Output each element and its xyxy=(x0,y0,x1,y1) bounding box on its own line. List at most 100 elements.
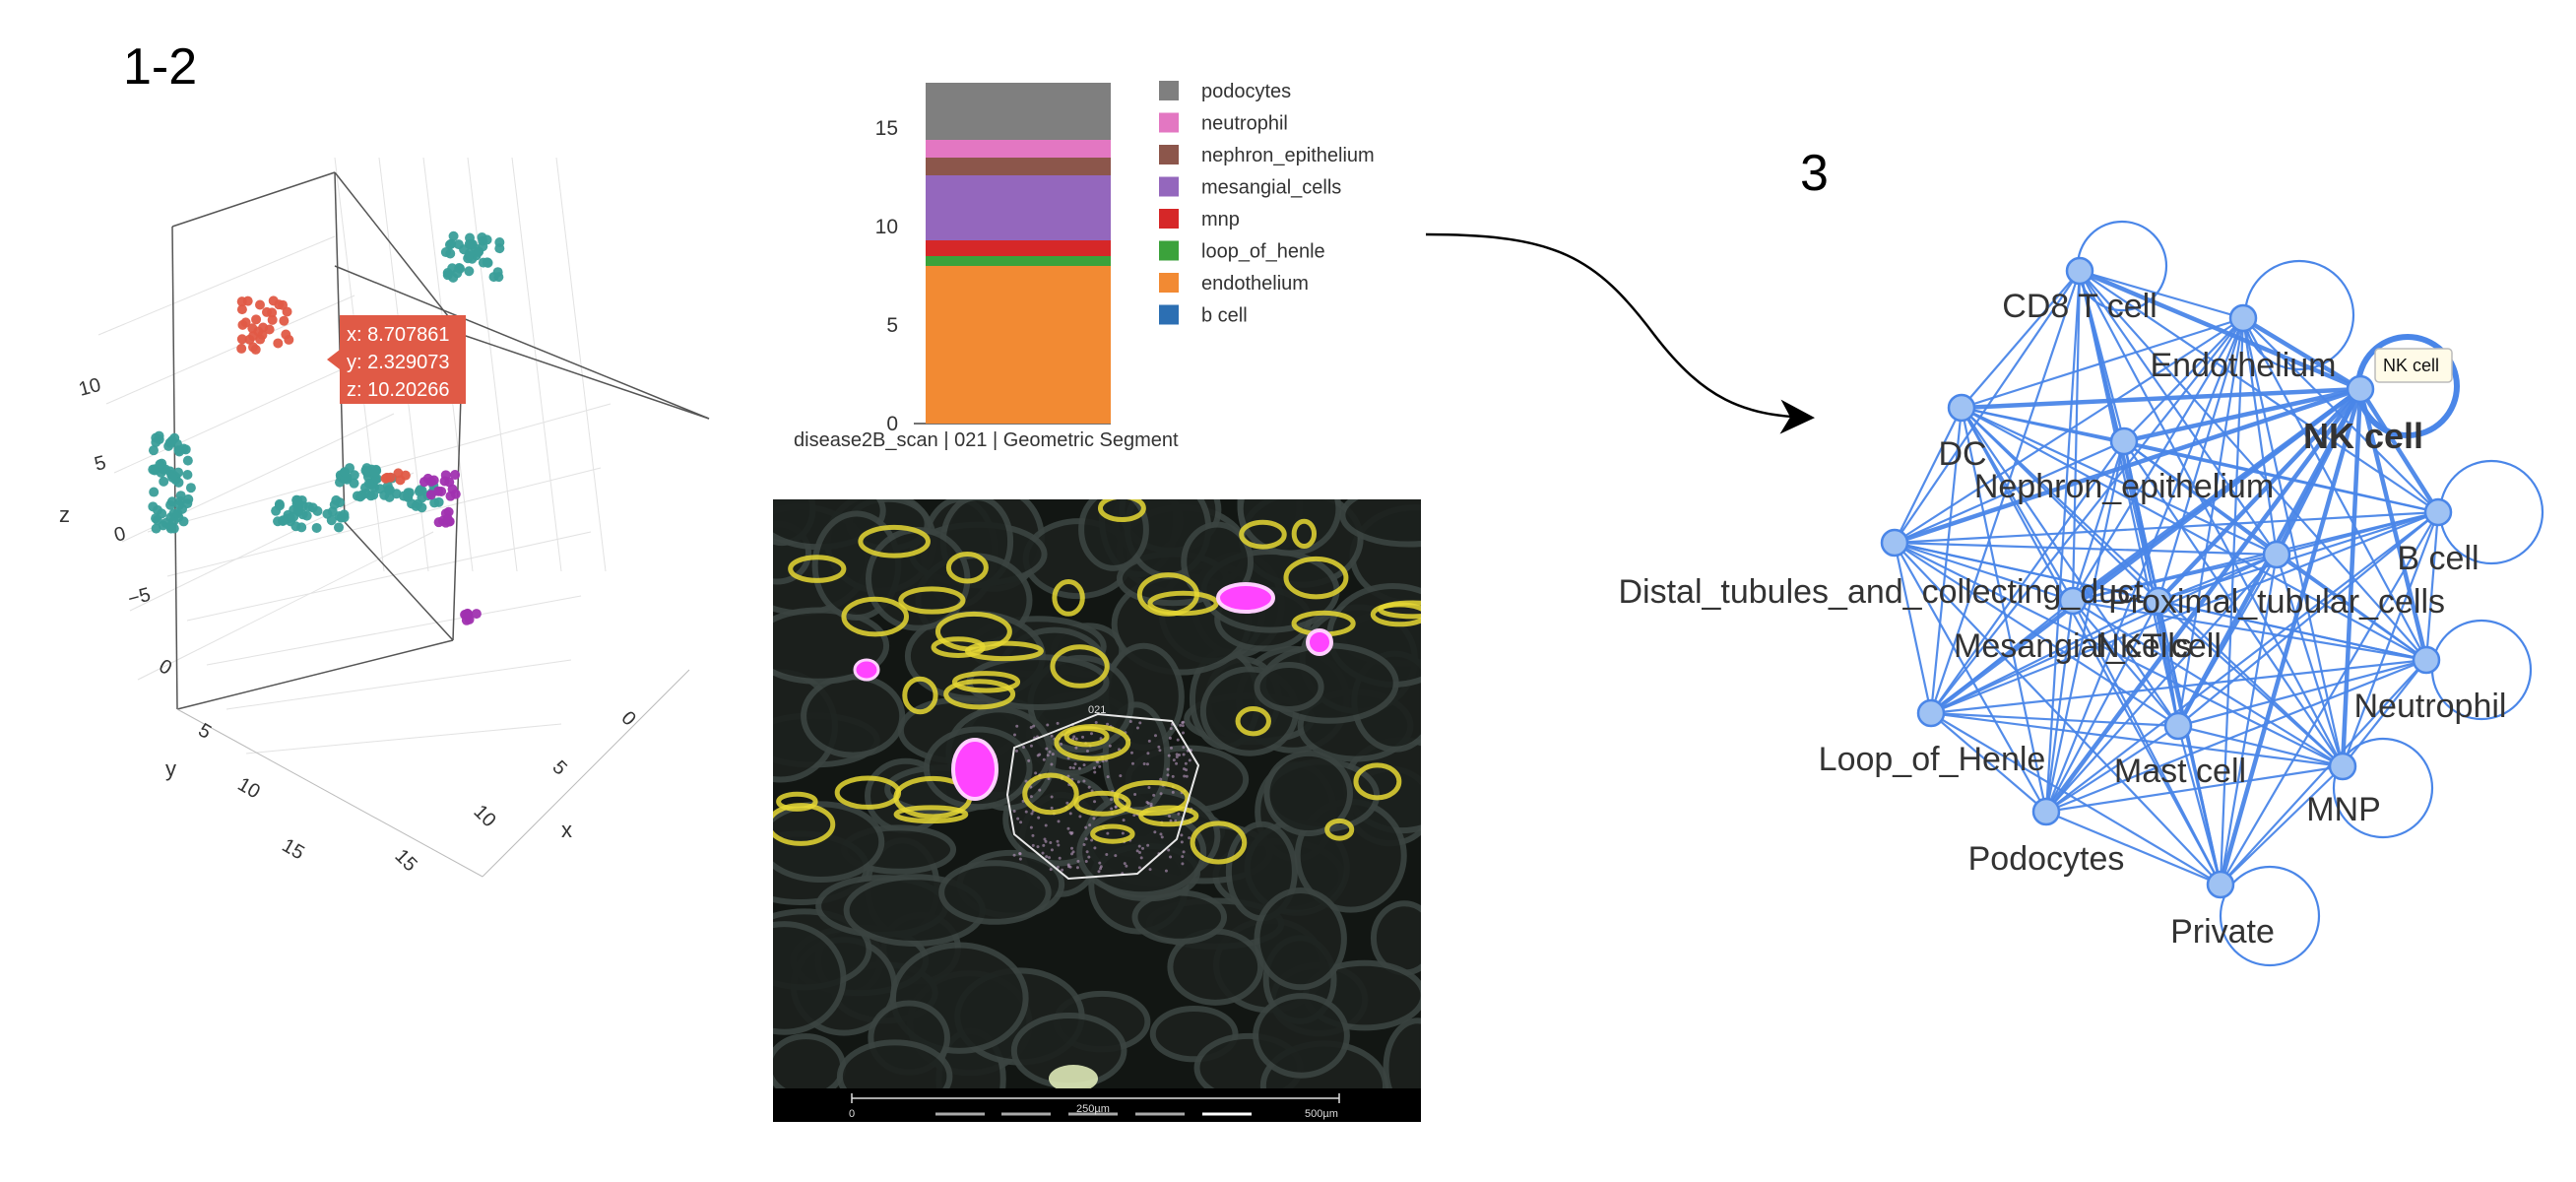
network-edge xyxy=(1930,712,2047,813)
bar-segment-podocytes[interactable] xyxy=(926,83,1111,140)
bar-segment-loop-of-henle[interactable] xyxy=(926,256,1111,266)
legend-label: mesangial_cells xyxy=(1201,177,1341,199)
node-nk[interactable] xyxy=(2346,374,2375,404)
x-axis-name: x xyxy=(561,818,572,842)
y-tick-5: 5 xyxy=(195,719,216,744)
network-edge xyxy=(2123,386,2361,444)
scatter-3d-points xyxy=(148,230,505,625)
network-edge xyxy=(2275,554,2345,767)
network-edge xyxy=(1961,407,2427,661)
bar-segment-mesangial-cells[interactable] xyxy=(926,175,1111,240)
node-label-private: Private xyxy=(2170,913,2275,951)
network-edge xyxy=(1930,712,2222,886)
network-labels: CD8 T cell Endothelium NK cell DCNephron_ep… xyxy=(1618,288,2506,951)
network-edge xyxy=(2072,553,2278,603)
legend-label: loop_of_henle xyxy=(1201,241,1325,263)
network-edge xyxy=(2045,600,2159,813)
node-cd8[interactable] xyxy=(2065,256,2094,286)
network-edge xyxy=(2045,810,2222,886)
node-dc[interactable] xyxy=(1947,393,1976,423)
node-distal[interactable] xyxy=(1880,528,1909,558)
z-tick-0: 0 xyxy=(112,523,128,547)
network-edge xyxy=(1961,407,2222,886)
node-mnp[interactable] xyxy=(2328,752,2357,781)
node-mesangial[interactable] xyxy=(2058,586,2088,616)
network-edge xyxy=(1894,542,2179,727)
magenta-stain-regions xyxy=(853,582,1333,1092)
yellow-stain-regions xyxy=(773,499,1421,865)
network-edge xyxy=(2072,600,2179,727)
network-edge xyxy=(1930,554,2278,714)
node-nephron[interactable] xyxy=(2109,427,2139,456)
scatter-3d-plot[interactable]: z 10 5 0 −5 y 0 5 10 15 x 0 5 10 15 x: 8… xyxy=(39,158,748,906)
network-edge xyxy=(1930,658,2427,715)
network-edge xyxy=(2177,511,2439,727)
network-edge xyxy=(2220,659,2427,886)
y-tick-label: 0 xyxy=(886,413,898,435)
network-edge xyxy=(1961,407,2179,727)
z-tick-minus5: −5 xyxy=(126,584,154,611)
network-edge xyxy=(1894,386,2361,546)
node-label-proximal: Proximal_tubular_cells xyxy=(2108,583,2445,621)
node-label-cd8: CD8 T cell xyxy=(2002,288,2157,325)
legend-swatch xyxy=(1159,209,1179,229)
network-edge xyxy=(1961,270,2081,409)
scatter-3d-tooltip: x: 8.707861 y: 2.329073 z: 10.20266 xyxy=(327,315,466,404)
legend-swatch xyxy=(1159,273,1179,293)
node-proximal[interactable] xyxy=(2262,540,2291,569)
network-edge xyxy=(2123,317,2244,442)
node-label-mast: Mast cell xyxy=(2114,753,2246,790)
bar-segment-mnp[interactable] xyxy=(926,240,1111,256)
node-label-nk: NK cell xyxy=(2303,416,2423,456)
x-tick-5: 5 xyxy=(547,756,570,779)
y-tick-label: 5 xyxy=(886,314,898,337)
legend-swatch xyxy=(1159,304,1179,325)
scale-label-start: 0 xyxy=(849,1108,855,1120)
network-edge xyxy=(2071,440,2126,602)
legend-swatch xyxy=(1159,176,1179,197)
bar-segment-neutrophil[interactable] xyxy=(926,140,1111,158)
bar-segment-endothelium[interactable] xyxy=(926,266,1111,424)
node-mast[interactable] xyxy=(2163,711,2193,741)
panel-label-3: 3 xyxy=(1800,145,1829,202)
network-edge xyxy=(1930,600,2074,714)
z-tick-10: 10 xyxy=(77,374,103,401)
node-podocytes[interactable] xyxy=(2031,797,2061,826)
scale-label-mid: 250µm xyxy=(1076,1103,1110,1115)
geometric-segment-outline[interactable] xyxy=(1005,712,1200,881)
network-edge xyxy=(2157,599,2427,662)
network-edge xyxy=(2177,724,2344,768)
legend-label: podocytes xyxy=(1201,81,1291,102)
y-tick-0: 0 xyxy=(156,655,176,680)
cell-interaction-network[interactable]: CD8 T cell Endothelium NK cell DCNephron_ep… xyxy=(1576,167,2576,1015)
network-edge xyxy=(2045,554,2278,813)
network-edge xyxy=(2177,658,2427,728)
y-tick-label: 10 xyxy=(875,216,898,238)
network-edge xyxy=(2219,554,2279,886)
node-bcell[interactable] xyxy=(2423,497,2453,527)
bar-segment-nephron-epithelium[interactable] xyxy=(926,158,1111,175)
node-neutrophil[interactable] xyxy=(2412,645,2441,675)
node-nkt[interactable] xyxy=(2144,586,2173,616)
stacked-bar-chart[interactable]: 0 5 10 15 podocytes neutrophil nephron_epithe… xyxy=(768,39,1457,473)
network-edge xyxy=(2079,268,2361,392)
network-edge xyxy=(1894,541,2278,557)
self-loop-private xyxy=(2219,865,2321,967)
node-private[interactable] xyxy=(2206,870,2235,899)
network-edge xyxy=(2045,511,2439,813)
network-edge xyxy=(2045,658,2427,814)
network-edge xyxy=(2071,270,2082,602)
y-tick-label: 15 xyxy=(875,117,898,140)
node-loop[interactable] xyxy=(1916,698,1946,728)
network-edge xyxy=(1930,711,2179,728)
bar-chart-bars xyxy=(926,83,1111,424)
network-edge xyxy=(1893,542,1933,714)
network-edge xyxy=(2241,316,2362,391)
network-edge xyxy=(2220,765,2344,886)
scale-label-end: 500µm xyxy=(1305,1108,1338,1120)
legend-label: endothelium xyxy=(1201,273,1309,295)
legend-swatch xyxy=(1159,112,1179,133)
node-label-loop: Loop_of_Henle xyxy=(1819,741,2046,778)
node-endo[interactable] xyxy=(2228,303,2258,333)
flow-arrow xyxy=(1425,232,1815,434)
